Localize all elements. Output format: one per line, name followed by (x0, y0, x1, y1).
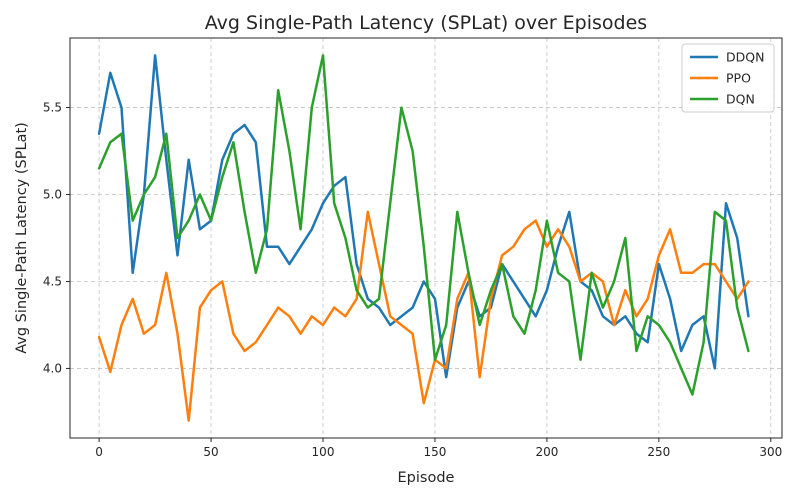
x-tick-label: 50 (203, 445, 218, 459)
plot-frame (69, 37, 783, 439)
legend: DDQN PPO DQN (681, 43, 775, 113)
x-tick-label: 150 (424, 445, 447, 459)
y-axis-title: Avg Single-Path Latency (SPLat) (14, 122, 30, 354)
y-tick-label: 5.0 (43, 188, 62, 202)
x-tick-label: 300 (759, 445, 782, 459)
x-tick-label: 250 (647, 445, 670, 459)
x-tick-label: 100 (312, 445, 335, 459)
series-line-ppo (97, 210, 750, 422)
series-lines (97, 54, 750, 422)
legend-label-dqn: DQN (726, 92, 755, 107)
chart-title: Avg Single-Path Latency (SPLat) over Epi… (205, 12, 647, 34)
y-tick-label: 4.5 (43, 274, 62, 288)
x-tick-label: 200 (535, 445, 558, 459)
legend-label-ddqn: DDQN (726, 50, 764, 65)
x-axis: 0 50 100 150 200 250 300 (95, 438, 782, 459)
y-axis: 4.0 4.5 5.0 5.5 (43, 101, 70, 375)
y-tick-label: 5.5 (43, 101, 62, 115)
y-tick-label: 4.0 (43, 361, 62, 375)
series-line-dqn (97, 54, 750, 396)
legend-label-ppo: PPO (726, 71, 751, 86)
x-axis-title: Episode (398, 470, 455, 486)
x-tick-label: 0 (95, 445, 103, 459)
legend-box (681, 43, 775, 113)
